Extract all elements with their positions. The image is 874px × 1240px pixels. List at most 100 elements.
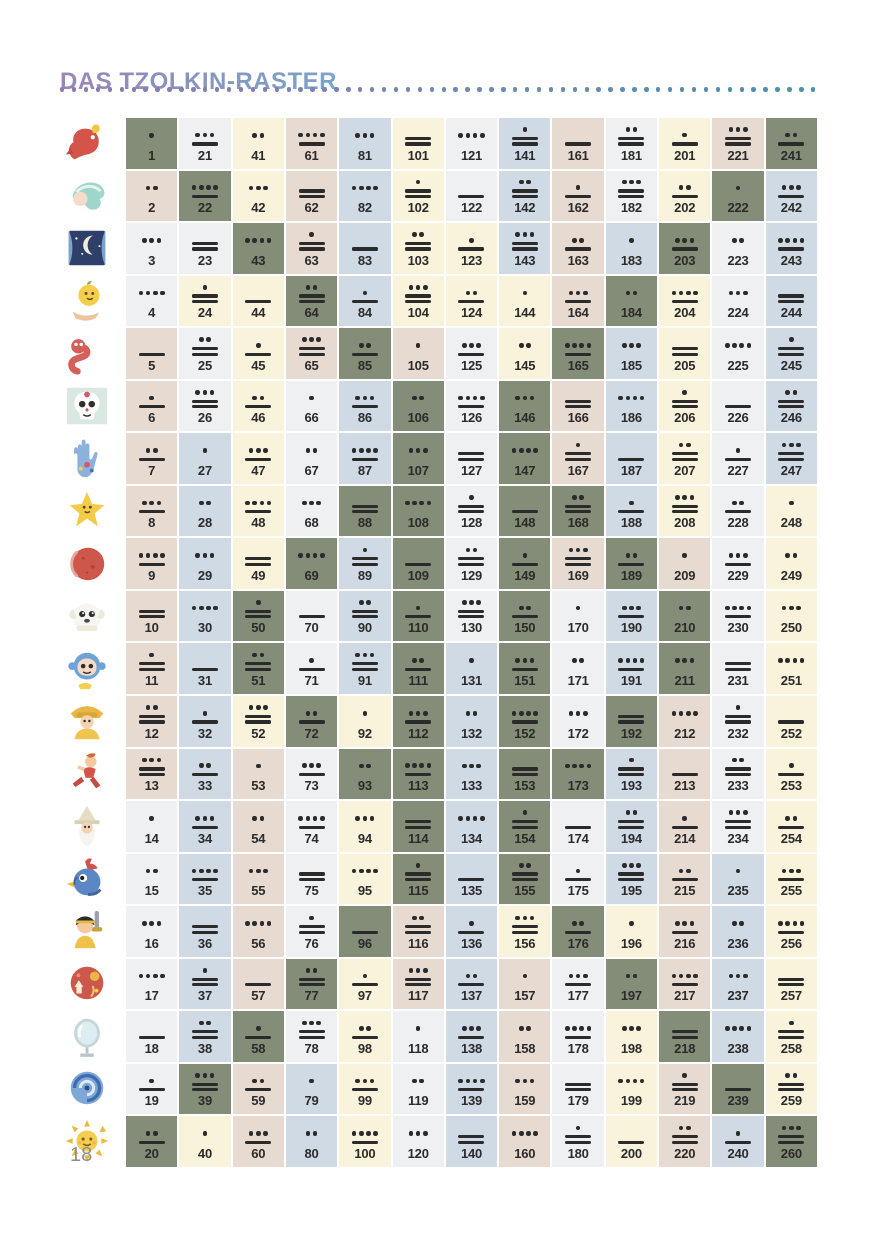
glyph-dots bbox=[358, 600, 371, 605]
glyph-dot bbox=[309, 232, 314, 237]
glyph-dots bbox=[515, 658, 535, 663]
glyph-bar bbox=[191, 1088, 218, 1092]
glyph-bar bbox=[671, 1030, 698, 1034]
divider-dot bbox=[727, 87, 733, 92]
glyph-dots bbox=[671, 973, 698, 979]
kin-number: 256 bbox=[780, 935, 802, 951]
mayan-numeral bbox=[511, 172, 538, 199]
grid-cell: 62 bbox=[285, 170, 338, 222]
glyph-dot bbox=[689, 921, 695, 926]
glyph-dot bbox=[472, 711, 478, 716]
glyph-dot bbox=[799, 237, 805, 243]
glyph-dots bbox=[621, 605, 641, 611]
grid-cell: 184 bbox=[605, 275, 658, 327]
kin-number: 220 bbox=[674, 1145, 696, 1161]
glyph-dots bbox=[678, 185, 691, 191]
glyph-bar bbox=[298, 615, 325, 619]
day-sign-moon bbox=[61, 538, 113, 590]
glyph-dots bbox=[728, 973, 748, 979]
kin-number: 160 bbox=[514, 1145, 536, 1161]
mayan-numeral bbox=[568, 698, 588, 724]
mayan-numeral bbox=[565, 172, 592, 199]
glyph-dot bbox=[515, 915, 520, 921]
mayan-numeral bbox=[355, 803, 375, 829]
divider-dot bbox=[71, 87, 77, 92]
glyph-bar bbox=[351, 562, 378, 566]
mayan-numeral bbox=[351, 225, 378, 251]
runner-icon bbox=[72, 752, 101, 788]
glyph-dots bbox=[629, 921, 634, 926]
glyph-dots bbox=[465, 711, 478, 716]
glyph-dot bbox=[789, 442, 794, 448]
divider-dot bbox=[632, 87, 637, 92]
glyph-dots bbox=[358, 1026, 371, 1031]
glyph-dots bbox=[518, 605, 531, 611]
glyph-dots bbox=[511, 448, 538, 453]
glyph-bar bbox=[298, 346, 325, 351]
glyph-dot bbox=[469, 921, 474, 926]
glyph-bar bbox=[618, 142, 645, 146]
glyph-dots bbox=[618, 395, 645, 401]
glyph-dot bbox=[149, 1078, 154, 1084]
kin-number: 83 bbox=[357, 252, 372, 268]
grid-cell: 72 bbox=[285, 696, 338, 747]
grid-cell: 159 bbox=[499, 1063, 551, 1115]
kin-number: 229 bbox=[727, 567, 749, 583]
mayan-numeral bbox=[298, 750, 325, 777]
grid-cell: 116 bbox=[392, 906, 444, 957]
kin-number: 211 bbox=[674, 673, 696, 689]
glyph-dot bbox=[728, 553, 734, 558]
glyph-dot bbox=[522, 1078, 528, 1084]
kin-number: 112 bbox=[408, 725, 429, 741]
kin-number: 114 bbox=[408, 830, 429, 846]
kin-number: 234 bbox=[727, 830, 749, 846]
glyph-dot bbox=[263, 1131, 268, 1136]
glyph-dot bbox=[245, 500, 250, 506]
glyph-dot bbox=[789, 763, 794, 769]
kin-number: 9 bbox=[148, 567, 156, 583]
kin-number: 38 bbox=[197, 1040, 212, 1056]
glyph-dot bbox=[476, 763, 481, 769]
glyph-bar bbox=[405, 872, 432, 876]
kin-number: 24 bbox=[197, 305, 212, 321]
grid-cell: 172 bbox=[552, 696, 604, 747]
glyph-dot bbox=[458, 395, 463, 401]
grid-cell: 237 bbox=[712, 958, 764, 1010]
glyph-bar bbox=[138, 510, 165, 514]
mayan-numeral bbox=[725, 698, 752, 724]
grid-cell: 8 bbox=[126, 485, 178, 537]
grid-cell: 88 bbox=[339, 485, 391, 537]
mayan-numeral bbox=[298, 225, 325, 251]
glyph-bar bbox=[725, 1088, 752, 1092]
glyph-dot bbox=[678, 290, 684, 296]
grid-cell: 12 bbox=[126, 696, 178, 747]
mayan-numeral bbox=[671, 382, 698, 409]
glyph-bar bbox=[405, 562, 432, 566]
kin-number: 42 bbox=[251, 200, 266, 216]
glyph-dot bbox=[423, 1131, 428, 1136]
grid-cell: 85 bbox=[339, 328, 391, 379]
glyph-dot bbox=[632, 1078, 638, 1084]
glyph-bar bbox=[565, 878, 592, 882]
glyph-dots bbox=[732, 500, 744, 506]
mayan-numeral bbox=[138, 645, 165, 672]
glyph-dot bbox=[316, 500, 322, 506]
glyph-dot bbox=[415, 343, 421, 348]
mayan-numeral bbox=[245, 277, 272, 304]
glyph-dot bbox=[423, 968, 428, 973]
glyph-bar bbox=[565, 562, 592, 566]
divider-dot bbox=[322, 87, 327, 92]
mayan-numeral bbox=[724, 330, 752, 356]
mayan-numeral bbox=[565, 540, 592, 566]
glyph-dot bbox=[511, 710, 517, 716]
glyph-dots bbox=[675, 921, 695, 926]
glyph-dots bbox=[138, 290, 165, 296]
kin-number: 12 bbox=[144, 725, 159, 741]
glyph-dot bbox=[252, 816, 257, 821]
glyph-dot bbox=[632, 553, 638, 558]
mayan-numeral bbox=[245, 540, 272, 566]
glyph-dot bbox=[732, 605, 737, 611]
glyph-bar bbox=[565, 457, 592, 461]
mayan-numeral bbox=[511, 487, 538, 514]
kin-number: 96 bbox=[357, 935, 372, 951]
